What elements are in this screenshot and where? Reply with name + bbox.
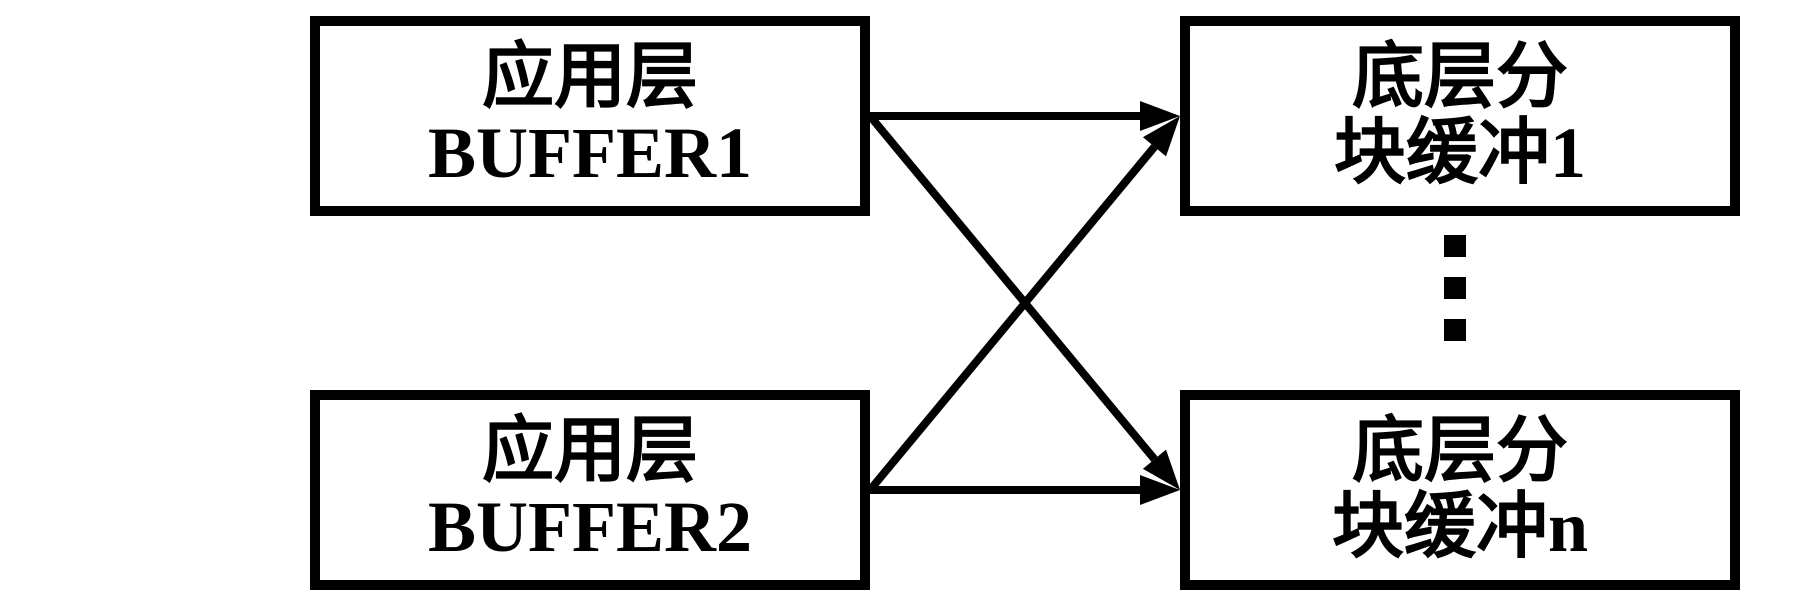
diagram-canvas: 应用层 BUFFER1 应用层 BUFFER2 底层分 块缓冲1 底层分 块缓冲… bbox=[0, 0, 1806, 606]
node-bottom-block-buffer-1: 底层分 块缓冲1 bbox=[1180, 16, 1740, 216]
node-label-line1: 底层分 bbox=[1352, 414, 1568, 490]
node-label-line1: 应用层 bbox=[482, 40, 698, 116]
node-bottom-block-buffer-n: 底层分 块缓冲n bbox=[1180, 390, 1740, 590]
node-label-line2: BUFFER1 bbox=[428, 116, 752, 192]
node-label-line1: 应用层 bbox=[482, 414, 698, 490]
node-label-line2: BUFFER2 bbox=[428, 490, 752, 566]
node-label-line2: 块缓冲1 bbox=[1334, 116, 1586, 192]
node-label-line1: 底层分 bbox=[1352, 40, 1568, 116]
node-label-line2: 块缓冲n bbox=[1332, 490, 1588, 566]
node-app-layer-buffer1: 应用层 BUFFER1 bbox=[310, 16, 870, 216]
node-app-layer-buffer2: 应用层 BUFFER2 bbox=[310, 390, 870, 590]
